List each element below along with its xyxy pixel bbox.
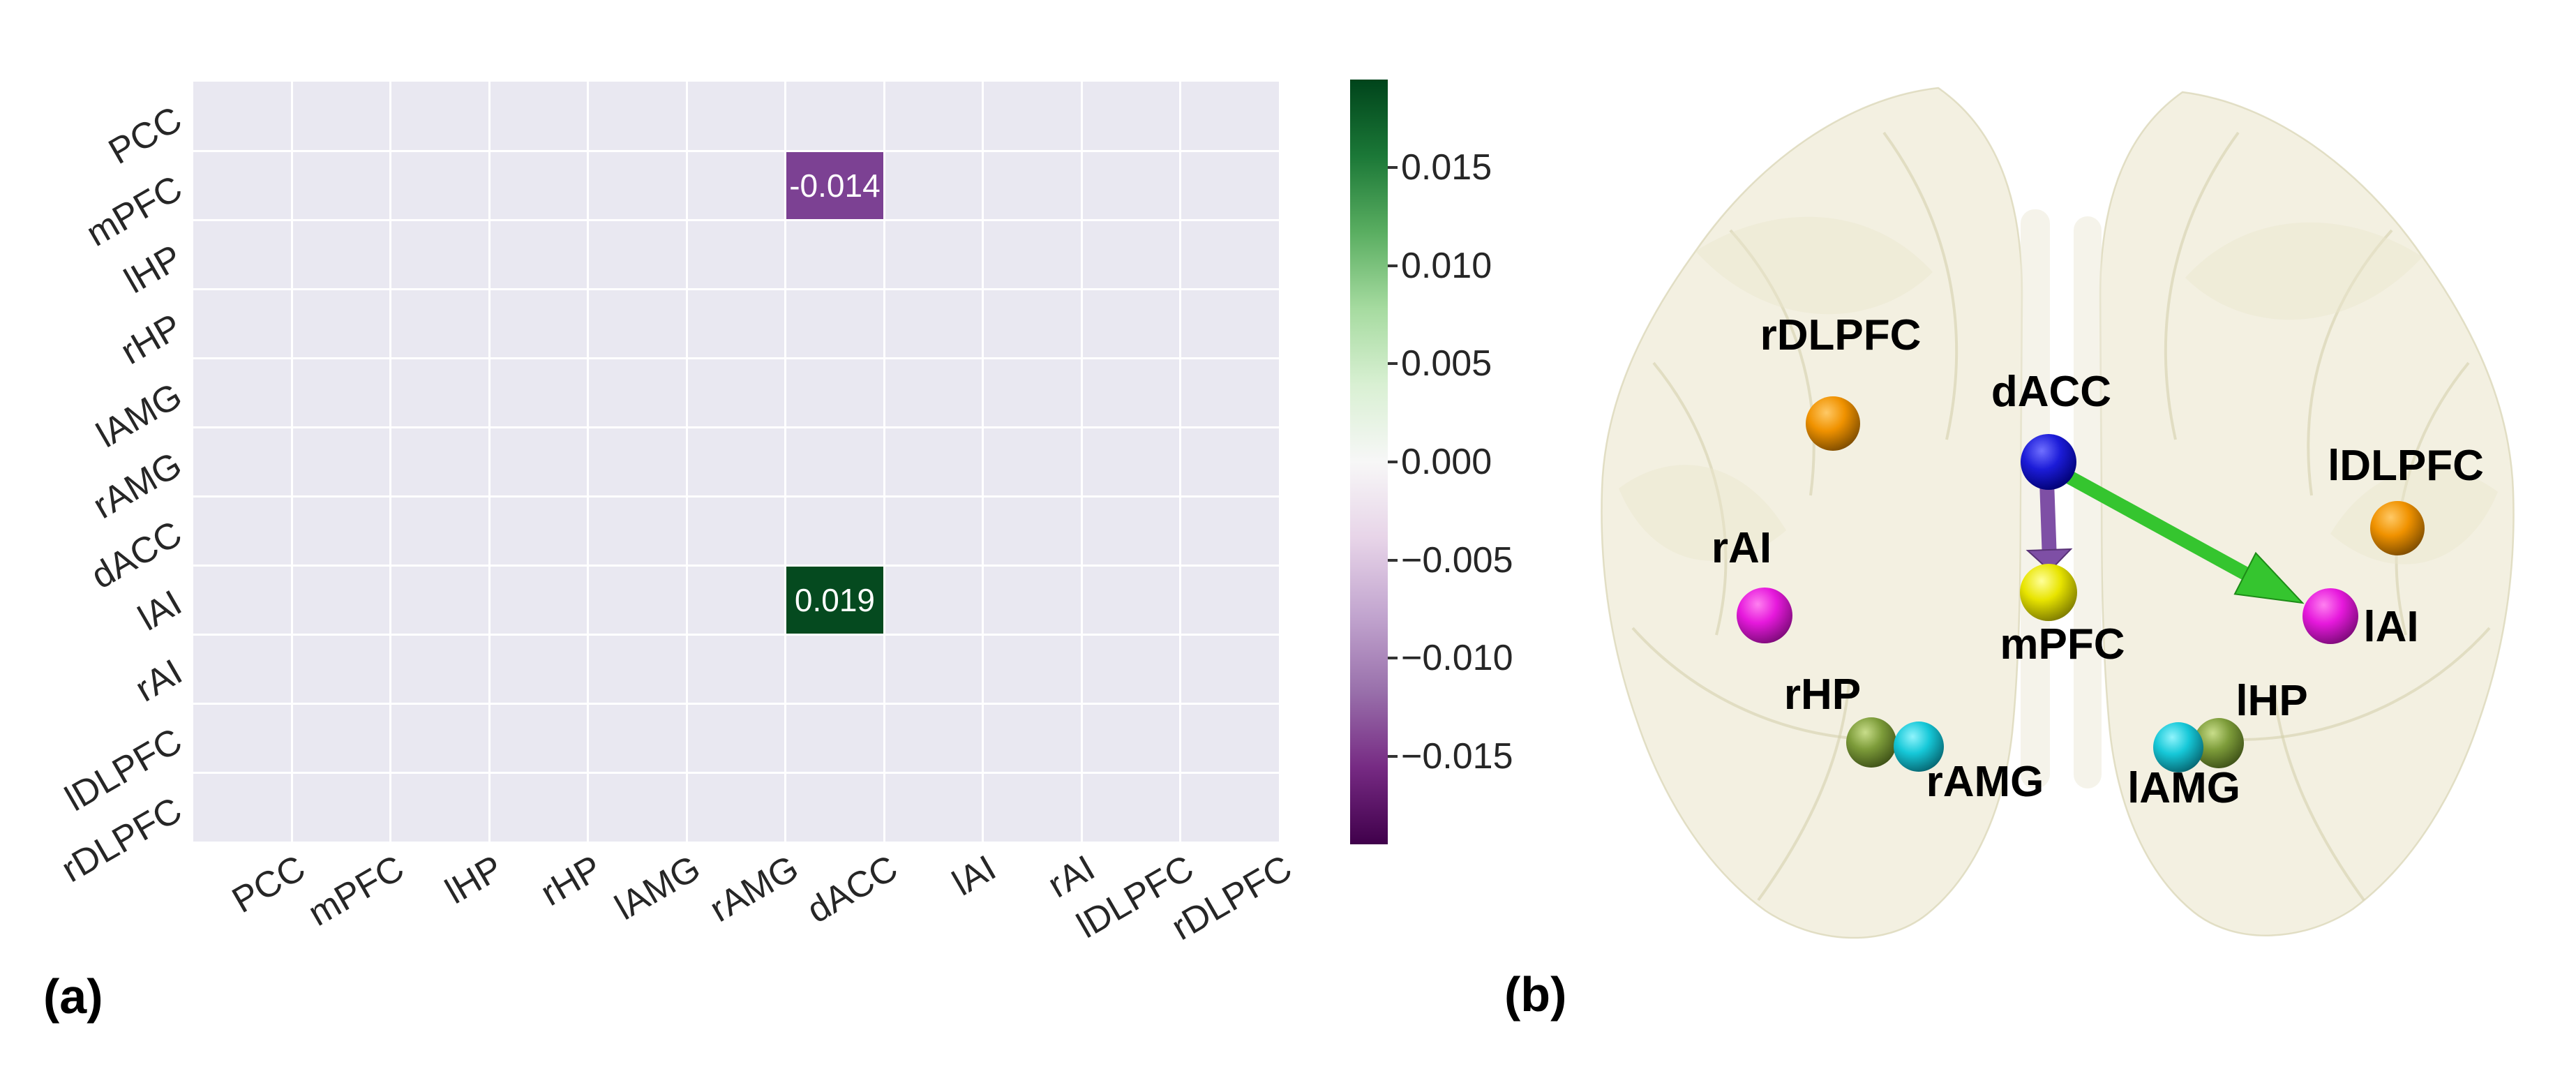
x-tick-label-dACC: dACC xyxy=(800,847,904,932)
y-tick-label-lAMG: lAMG xyxy=(89,375,189,456)
node-label-rHP: rHP xyxy=(1784,671,1861,719)
node-rHP xyxy=(1846,717,1896,768)
colorbar-label-0.000: 0.000 xyxy=(1401,442,1492,482)
colorbar-label-0.005: 0.005 xyxy=(1401,343,1492,384)
x-tick-label-rAMG: rAMG xyxy=(703,847,806,930)
heatmap-gridline xyxy=(193,495,1279,498)
y-tick-label-rAI: rAI xyxy=(128,651,189,710)
heatmap-gridline xyxy=(784,82,787,842)
colorbar-tick xyxy=(1388,558,1398,562)
node-label-rAMG: rAMG xyxy=(1926,758,2044,806)
heatmap-gridline xyxy=(193,287,1279,290)
heatmap-gridline xyxy=(685,82,688,842)
node-mPFC xyxy=(2020,564,2077,621)
heatmap-gridline xyxy=(488,82,491,842)
colorbar-label-0.010: 0.010 xyxy=(1401,245,1492,286)
colorbar xyxy=(1350,80,1388,844)
node-label-mPFC: mPFC xyxy=(2000,620,2125,668)
heatmap-gridline xyxy=(883,82,885,842)
y-tick-label-rAMG: rAMG xyxy=(86,444,189,527)
node-label-lAMG: lAMG xyxy=(2127,764,2240,812)
panel-a-label: (a) xyxy=(43,969,103,1024)
cortical-folds xyxy=(1631,131,2491,902)
x-tick-label-lAI: lAI xyxy=(945,847,1003,904)
node-lHP xyxy=(2194,718,2244,768)
brain-network-panel: rDLPFC dACC lDLPFC rAI mPFC lAI rHP lHP rAMG lAMG xyxy=(1601,87,2515,939)
heatmap-gridline xyxy=(193,357,1279,359)
y-tick-label-lHP: lHP xyxy=(117,237,189,301)
heatmap-gridline xyxy=(1179,82,1182,842)
colorbar-label-−0.015: −0.015 xyxy=(1401,735,1513,777)
colorbar-tick xyxy=(1388,166,1398,170)
colorbar-tick xyxy=(1388,461,1398,463)
node-lAMG xyxy=(2153,722,2203,772)
heatmap-gridline xyxy=(1080,82,1083,842)
heatmap-gridline xyxy=(193,702,1279,705)
heatmap-gridline xyxy=(193,633,1279,636)
node-label-rDLPFC: rDLPFC xyxy=(1760,311,1922,359)
node-rDLPFC xyxy=(1806,396,1860,451)
y-tick-label-PCC: PCC xyxy=(102,98,189,172)
edge-dACC-to-lAI xyxy=(2050,463,2305,604)
y-tick-label-dACC: dACC xyxy=(84,513,189,597)
heatmap-gridline xyxy=(193,771,1279,774)
node-rAMG xyxy=(1894,722,1944,772)
node-lAI xyxy=(2302,588,2358,644)
heatmap-gridline xyxy=(587,82,590,842)
heatmap-gridline xyxy=(982,82,984,842)
region-nodes xyxy=(1737,396,2425,772)
medial-wall-left xyxy=(2074,216,2102,788)
node-label-rAI: rAI xyxy=(1712,524,1772,572)
heatmap-gridline xyxy=(193,218,1279,221)
x-tick-label-PCC: PCC xyxy=(225,847,313,921)
x-tick-label-rHP: rHP xyxy=(534,847,608,914)
heatmap-panel: -0.014 0.019 xyxy=(193,82,1279,842)
heatmap-cell-lAI-dACC: 0.019 xyxy=(786,566,883,634)
colorbar-tick xyxy=(1388,657,1398,660)
node-label-lDLPFC: lDLPFC xyxy=(2328,442,2484,490)
y-tick-label-rHP: rHP xyxy=(114,306,189,373)
node-dACC xyxy=(2021,434,2076,490)
y-tick-label-lAI: lAI xyxy=(131,582,189,638)
y-tick-label-mPFC: mPFC xyxy=(79,167,189,255)
colorbar-label-0.015: 0.015 xyxy=(1401,147,1492,188)
colorbar-tick xyxy=(1388,754,1398,758)
heatmap-gridline xyxy=(193,149,1279,152)
x-tick-label-mPFC: mPFC xyxy=(301,847,411,934)
colorbar-tick xyxy=(1388,264,1398,267)
panel-b-label: (b) xyxy=(1504,967,1567,1022)
heatmap-gridline xyxy=(389,82,392,842)
node-rAI xyxy=(1737,588,1792,643)
node-label-dACC: dACC xyxy=(1991,368,2111,416)
node-label-lAI: lAI xyxy=(2363,603,2418,651)
colorbar-tick xyxy=(1388,362,1398,366)
heatmap-gridline xyxy=(290,82,293,842)
heatmap-cell-mPFC-dACC: -0.014 xyxy=(786,151,883,219)
x-tick-label-lAMG: lAMG xyxy=(608,847,707,929)
x-tick-label-lHP: lHP xyxy=(438,847,510,912)
colorbar-label-−0.005: −0.005 xyxy=(1401,539,1513,581)
region-labels: rDLPFC dACC lDLPFC rAI mPFC lAI rHP lHP rAMG lAMG xyxy=(1712,311,2484,812)
node-lDLPFC xyxy=(2370,501,2425,555)
colorbar-label-−0.010: −0.010 xyxy=(1401,638,1513,679)
heatmap-gridline xyxy=(193,564,1279,567)
medial-wall-right xyxy=(2021,209,2050,788)
heatmap-gridline xyxy=(193,426,1279,428)
node-label-lHP: lHP xyxy=(2236,677,2307,725)
